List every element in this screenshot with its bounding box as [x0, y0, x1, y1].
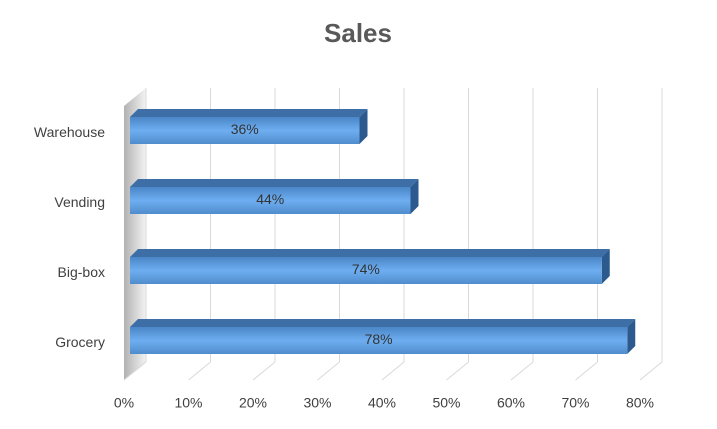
bar-top	[130, 249, 610, 257]
y-tick-label: Warehouse	[34, 124, 105, 140]
bar	[130, 117, 360, 144]
x-tick-label: 80%	[626, 395, 654, 411]
value-label: 36%	[231, 121, 259, 137]
floor-grid-line	[317, 361, 340, 381]
x-tick-label: 30%	[303, 395, 331, 411]
x-tick-label: 50%	[432, 395, 460, 411]
floor-grid-line	[123, 361, 147, 381]
bar-top	[130, 179, 419, 187]
x-tick-label: 0%	[114, 395, 134, 411]
y-tick-label: Big-box	[58, 264, 105, 280]
bar-top	[130, 319, 636, 327]
floor-grid-line	[252, 361, 276, 381]
bar	[130, 327, 628, 354]
y-tick-label: Grocery	[55, 334, 105, 350]
bar-side	[359, 109, 368, 144]
y-tick-label: Vending	[54, 194, 105, 210]
floor-grid-line	[575, 361, 598, 381]
x-tick-label: 60%	[497, 395, 525, 411]
bar-side	[601, 249, 610, 284]
bar	[130, 187, 411, 214]
bar	[130, 257, 602, 284]
x-tick-label: 20%	[239, 395, 267, 411]
x-tick-label: 40%	[368, 395, 396, 411]
floor-grid-line	[188, 361, 211, 381]
bar-side	[410, 179, 419, 214]
floor-grid-line	[510, 361, 534, 381]
bar-side	[627, 319, 636, 354]
chart-title: Sales	[324, 18, 392, 48]
x-tick-label: 10%	[174, 395, 202, 411]
floor-grid-line	[639, 361, 663, 381]
side-wall	[124, 88, 146, 380]
value-label: 74%	[352, 261, 380, 277]
floor-grid-line	[381, 361, 405, 381]
value-label: 78%	[365, 331, 393, 347]
floor-grid-line	[446, 361, 469, 381]
x-tick-label: 70%	[561, 395, 589, 411]
bar-top	[130, 109, 368, 117]
value-label: 44%	[256, 191, 284, 207]
